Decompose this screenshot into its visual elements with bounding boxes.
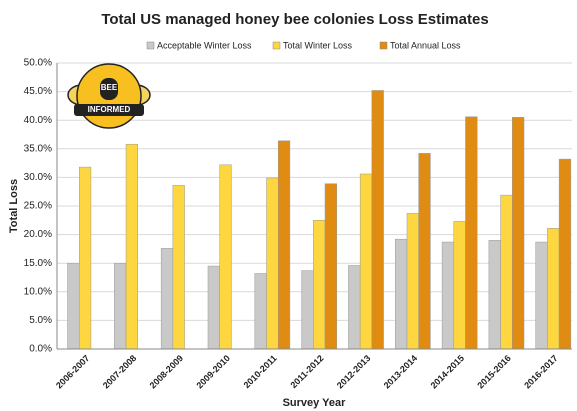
legend-label: Acceptable Winter Loss (157, 40, 252, 50)
bar (266, 177, 279, 350)
y-tick-label: 40.0% (24, 115, 52, 126)
legend-label: Total Winter Loss (283, 40, 353, 50)
x-axis-title: Survey Year (283, 397, 347, 409)
x-tick-label: 2009-2010 (194, 353, 232, 391)
y-tick-label: 50.0% (24, 58, 52, 69)
x-tick-label: 2016-2017 (522, 353, 560, 391)
bar (301, 270, 314, 350)
bar (465, 116, 478, 350)
y-tick-label: 5.0% (29, 315, 52, 326)
x-tick-label: 2015-2016 (475, 353, 513, 391)
bar (558, 158, 572, 350)
y-tick-label: 0.0% (29, 344, 52, 355)
bar (67, 262, 80, 350)
x-tick-label: 2007-2008 (101, 353, 139, 391)
y-tick-label: 10.0% (24, 286, 52, 297)
bar (418, 153, 431, 350)
x-tick-label: 2008-2009 (148, 353, 186, 391)
x-tick-label: 2011-2012 (288, 353, 325, 390)
bar (125, 143, 139, 350)
x-tick-label: 2012-2013 (335, 353, 373, 391)
logo-bee (100, 78, 118, 100)
chart-title: Total US managed honey bee colonies Loss… (101, 11, 488, 28)
y-tick-label: 20.0% (24, 229, 52, 240)
bar (535, 241, 548, 350)
legend-swatch (379, 41, 388, 50)
bar (324, 183, 337, 350)
x-tick-label: 2010-2011 (242, 353, 279, 390)
bar (441, 241, 455, 350)
x-tick-label: 2013-2014 (382, 353, 420, 391)
bar (547, 228, 560, 350)
bar (219, 164, 232, 350)
bar (254, 273, 267, 350)
x-tick-label: 2014-2015 (429, 353, 467, 391)
bar (453, 221, 466, 350)
bar (406, 213, 419, 350)
legend-label: Total Annual Loss (390, 40, 461, 50)
bar (395, 238, 408, 350)
bar (500, 194, 513, 350)
bar (277, 140, 291, 350)
y-tick-label: 35.0% (24, 143, 52, 154)
bar (207, 265, 220, 350)
bar (359, 173, 373, 350)
logo-text: INFORMED (88, 105, 131, 114)
bar (160, 248, 174, 350)
bar (172, 185, 185, 350)
bar (114, 262, 127, 350)
logo-banner (74, 104, 144, 116)
bar (313, 220, 326, 350)
bar (488, 240, 501, 350)
bar (512, 117, 525, 350)
logo-text: BEE (101, 83, 118, 92)
logo: BEE INFORMED (67, 63, 151, 129)
bar (348, 265, 361, 350)
bar (78, 166, 92, 350)
x-tick-label: 2006-2007 (54, 353, 92, 391)
y-tick-label: 15.0% (24, 258, 52, 269)
bar (371, 90, 384, 350)
y-tick-label: 30.0% (24, 172, 52, 183)
y-tick-label: 45.0% (24, 86, 52, 97)
legend-swatch (146, 41, 155, 50)
legend-swatch (272, 41, 281, 50)
y-axis-title: Total Loss (8, 179, 20, 233)
y-tick-label: 25.0% (24, 201, 52, 212)
